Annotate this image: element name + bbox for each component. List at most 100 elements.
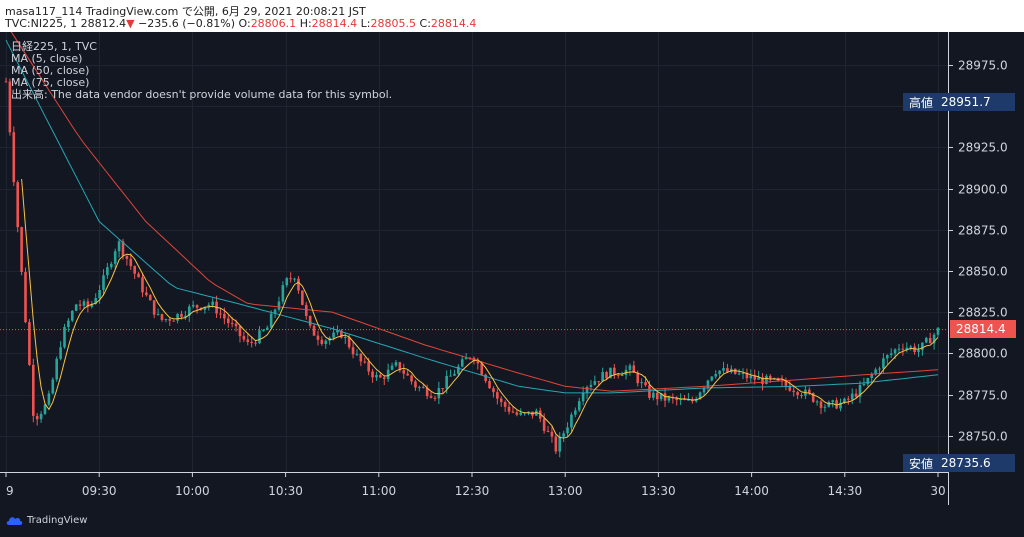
candle-body — [585, 386, 589, 393]
candle-body — [550, 431, 554, 437]
candle-body — [258, 330, 261, 344]
candle-body — [722, 368, 725, 371]
candle-body — [133, 266, 136, 274]
candle-body — [152, 300, 156, 315]
y-tick-label: 28825.0 — [958, 306, 1008, 320]
legend-ma75[interactable]: MA (75, close) — [11, 76, 90, 89]
candle-body — [203, 306, 207, 310]
candle-body — [620, 375, 624, 377]
candle-body — [527, 411, 530, 413]
candle-body — [644, 382, 647, 386]
indicator-legend: 日経225, 1, TVC MA (5, close) MA (50, clos… — [11, 41, 392, 101]
candle-body — [936, 327, 940, 335]
candle-body — [878, 368, 881, 370]
candle-body — [843, 398, 846, 403]
low-label-value: 28735.6 — [941, 456, 991, 470]
high-label-value: 28951.7 — [941, 95, 991, 109]
candle-body — [359, 353, 363, 362]
candle-body — [574, 410, 577, 415]
candle-body — [386, 369, 390, 379]
candle-body — [223, 313, 226, 319]
last-price: 28812.4 — [80, 17, 127, 30]
candle-body — [43, 404, 47, 414]
candle-body — [363, 361, 367, 363]
close-label: C: — [419, 17, 431, 30]
candle-body — [125, 255, 129, 259]
candle-body — [94, 298, 97, 304]
candle-body — [410, 375, 413, 382]
candle-body — [901, 348, 905, 350]
legend-ma5[interactable]: MA (5, close) — [11, 52, 83, 65]
candle-body — [414, 381, 417, 388]
candle-body — [148, 295, 152, 301]
candle-body — [211, 301, 214, 305]
candle-body — [652, 392, 655, 398]
candle-body — [86, 301, 90, 307]
candle-body — [141, 277, 144, 293]
candle-body — [819, 401, 823, 408]
candle-body — [515, 412, 519, 415]
candle-body — [897, 348, 901, 350]
current-price-value: 28814.4 — [956, 322, 1006, 336]
x-tick-label: 14:30 — [828, 484, 863, 498]
candle-body — [145, 292, 148, 296]
low-label-text: 安値 — [909, 456, 934, 471]
price-chart[interactable]: 28750.0 28775.0 28800.0 28825.0 28850.0 28875… — [0, 32, 1024, 505]
candle-body — [811, 393, 815, 402]
legend-volume-note: 出来高: The data vendor doesn't provide vol… — [11, 88, 393, 101]
candle-body — [67, 320, 70, 328]
candle-body — [866, 377, 870, 384]
candle-body — [702, 387, 706, 393]
candle-body — [921, 342, 924, 351]
candle-body — [788, 385, 792, 391]
candle-body — [47, 393, 51, 405]
candle-body — [277, 301, 281, 310]
high-price-label: 高値 28951.7 — [903, 93, 1015, 111]
candle-body — [675, 398, 679, 401]
legend-ma50[interactable]: MA (50, close) — [11, 64, 90, 77]
candle-body — [308, 316, 312, 326]
y-tick-label: 28800.0 — [958, 347, 1008, 361]
candle-body — [605, 372, 608, 379]
candle-body — [761, 377, 764, 384]
candle-body — [382, 377, 386, 379]
x-tick-label: 10:30 — [268, 484, 303, 498]
candle-body — [726, 368, 729, 373]
candle-body — [792, 390, 796, 393]
candle-body — [106, 267, 109, 276]
candle-body — [289, 278, 292, 280]
candle-body — [421, 387, 425, 389]
candle-body — [265, 327, 269, 331]
chart-pane[interactable]: 28750.0 28775.0 28800.0 28825.0 28850.0 28875… — [0, 32, 1024, 505]
candle-body — [117, 241, 121, 252]
candle-body — [51, 379, 55, 394]
tradingview-logo[interactable]: TradingView — [6, 515, 87, 526]
candle-body — [82, 301, 86, 306]
candle-body — [371, 371, 374, 378]
candle-body — [180, 313, 183, 317]
x-tick-label: 9 — [6, 484, 14, 498]
candle-body — [839, 402, 842, 409]
candle-body — [418, 387, 421, 389]
candle-body — [230, 323, 234, 325]
candle-body — [355, 353, 359, 355]
candle-body — [648, 385, 651, 398]
candle-body — [655, 392, 659, 400]
x-tick-label: 13:00 — [548, 484, 583, 498]
candle-body — [121, 241, 125, 256]
candle-body — [285, 278, 289, 286]
candle-body — [35, 415, 39, 420]
symbol-interval: TVC:NI225, 1 — [5, 17, 78, 30]
candle-body — [932, 334, 936, 344]
candle-body — [858, 385, 862, 397]
candle-body — [406, 373, 409, 376]
candle-body — [917, 350, 920, 353]
candle-body — [137, 273, 140, 278]
candle-body — [659, 393, 663, 400]
candle-body — [507, 406, 511, 412]
tradingview-brand: TradingView — [27, 515, 88, 526]
candle-body — [316, 335, 320, 340]
candle-body — [683, 398, 686, 401]
candle-body — [109, 263, 113, 268]
candle-body — [554, 436, 558, 452]
